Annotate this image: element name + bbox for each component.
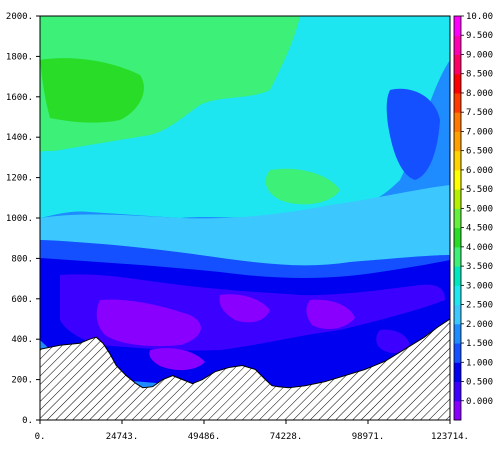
x-tick-label: 123714. (431, 432, 469, 442)
terrain-profile (40, 318, 450, 420)
colorbar-swatch (454, 131, 461, 152)
contour-region (306, 299, 355, 330)
colorbar-label: 1.500 (466, 339, 493, 349)
contour-region (40, 58, 144, 123)
colorbar-label: 5.500 (466, 185, 493, 195)
colorbar-label: 6.500 (466, 147, 493, 157)
y-tick-label: 1600. (6, 93, 33, 103)
contour-region (376, 329, 410, 354)
colorbar-label: 2.500 (466, 301, 493, 311)
x-tick-label: 0. (35, 432, 46, 442)
y-tick-label: 600. (11, 295, 33, 305)
colorbar-swatch (454, 285, 461, 306)
colorbar-swatch (454, 362, 461, 383)
colorbar-swatch (454, 73, 461, 94)
y-tick-label: 800. (11, 254, 33, 264)
colorbar-swatch (454, 400, 461, 421)
colorbar-swatch (454, 227, 461, 248)
y-tick-label: 1400. (6, 133, 33, 143)
contour-region (40, 185, 450, 268)
y-tick-label: 1000. (6, 214, 33, 224)
colorbar-swatch (454, 16, 461, 36)
colorbar-swatch (454, 35, 461, 55)
colorbar-label: 10.00 (466, 12, 493, 22)
x-axis: 0. 24743. 49486. 74228. 98971. 123714. (35, 420, 469, 442)
colorbar-label: 9.000 (466, 50, 493, 60)
y-tick-label: 1200. (6, 174, 33, 184)
contour-region (219, 294, 270, 323)
x-tick-label: 49486. (188, 432, 221, 442)
x-tick-label: 24743. (106, 432, 139, 442)
y-tick-label: 400. (11, 335, 33, 345)
contour-region (386, 88, 440, 180)
colorbar-legend: 0.000 0.500 1.000 1.500 2.000 2.500 3.000 3.500… (453, 12, 493, 421)
colorbar-swatch (454, 304, 461, 325)
colorbar-swatch (454, 189, 461, 209)
colorbar-label: 7.000 (466, 127, 493, 137)
colorbar-label: 7.500 (466, 108, 493, 118)
colorbar-label: 8.500 (466, 70, 493, 80)
y-axis: 0. 200. 400. 600. 800. 1000. 1200. 1400. 1600. 18… (6, 12, 40, 426)
colorbar-label: 4.500 (466, 224, 493, 234)
contour-region (265, 168, 340, 205)
x-tick-label: 98971. (352, 432, 385, 442)
y-tick-label: 1800. (6, 52, 33, 62)
colorbar-swatch (454, 54, 461, 75)
colorbar-swatch (454, 246, 461, 267)
colorbar-label: 9.500 (466, 31, 493, 41)
colorbar-label: 8.000 (466, 89, 493, 99)
colorbar-swatch (454, 208, 461, 229)
colorbar-label: 3.500 (466, 262, 493, 272)
colorbar-label: 5.000 (466, 204, 493, 214)
y-tick-label: 2000. (6, 12, 33, 22)
plot-area (40, 16, 450, 420)
colorbar-label: 2.000 (466, 320, 493, 330)
colorbar-frame (453, 15, 462, 421)
colorbar-label: 0.000 (466, 397, 493, 407)
colorbar-label: 1.000 (466, 358, 493, 368)
colorbar-swatch (454, 323, 461, 344)
colorbar-swatch (454, 150, 461, 171)
terrain (40, 318, 450, 420)
colorbar-label: 4.000 (466, 243, 493, 253)
colorbar-label: 0.500 (466, 378, 493, 388)
colorbar-swatch (454, 266, 461, 286)
y-tick-label: 200. (11, 376, 33, 386)
colorbar-swatch (454, 343, 461, 363)
colorbar-label: 3.000 (466, 281, 493, 291)
colorbar-swatch (454, 92, 461, 113)
colorbar-swatch (454, 169, 461, 190)
y-tick-label: 0. (22, 416, 33, 426)
contour-region (96, 299, 201, 347)
contour-region (149, 348, 205, 371)
colorbar-swatch (454, 381, 461, 402)
x-tick-label: 74228. (270, 432, 303, 442)
colorbar-swatch (454, 112, 461, 132)
colorbar-label: 6.000 (466, 166, 493, 176)
